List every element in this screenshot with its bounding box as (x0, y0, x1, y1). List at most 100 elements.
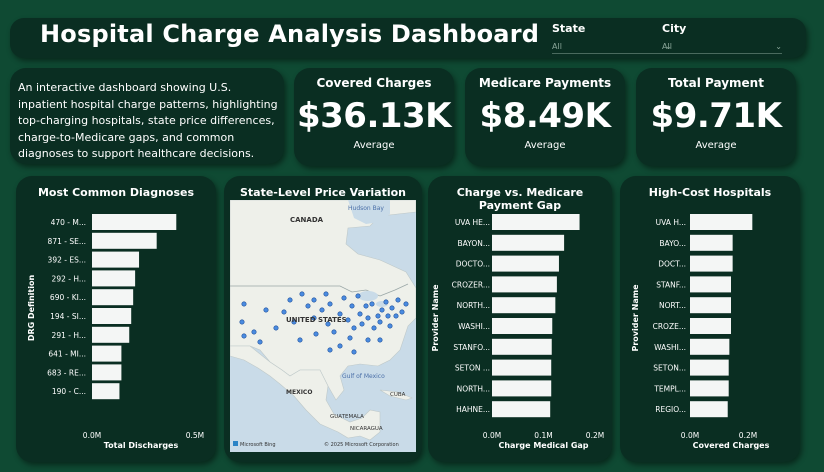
category-label: 291 - H... (52, 331, 86, 340)
chart-bar (492, 214, 580, 230)
map-location-dot (297, 337, 303, 343)
map-location-dot (371, 325, 377, 331)
chart-bar (92, 232, 157, 249)
kpi-title: Covered Charges (316, 76, 432, 90)
category-label: 392 - ES... (48, 256, 86, 265)
y-axis-title: DRG Definition (27, 275, 36, 342)
chart-bar (492, 338, 552, 355)
chart-bar (690, 255, 733, 272)
chart-bar (492, 380, 552, 397)
category-label: SETON... (653, 364, 686, 373)
category-label: STANFO... (453, 343, 490, 352)
chart-bar (92, 326, 130, 343)
kpi-subtitle: Average (524, 140, 566, 151)
category-label: 292 - H... (52, 274, 86, 283)
map-location-dot (257, 339, 263, 345)
x-axis-title: Total Discharges (104, 441, 179, 450)
map-label-hudson: Hudson Bay (348, 205, 384, 212)
map-location-dot (305, 303, 311, 309)
chart-bar (690, 380, 729, 397)
category-label: HAHNE... (456, 405, 490, 414)
map-border-us-canada (230, 283, 409, 297)
chart-bar (690, 214, 753, 230)
chart-bar (492, 234, 565, 251)
category-label: UVA H... (656, 218, 686, 227)
map-location-dot (357, 311, 363, 317)
category-label: 641 - MI... (48, 350, 86, 359)
category-label: 871 - SE... (48, 237, 86, 246)
kpi-value: $36.13K (296, 96, 452, 136)
map-location-dot (291, 319, 297, 325)
page-title: Hospital Charge Analysis Dashboard (40, 20, 540, 48)
diagnoses-bar-chart[interactable]: 470 - M... 871 - SE... 392 - ES... 292 - H.… (16, 176, 216, 462)
chart-bar (690, 359, 729, 376)
x-tick-label: 0.2M (586, 431, 604, 440)
chart-bar (92, 270, 136, 287)
x-tick-label: 0.0M (83, 431, 101, 440)
state-slicer[interactable]: State All ⌄ (552, 22, 672, 54)
map-location-dot (347, 335, 353, 341)
map-location-dot (363, 303, 369, 309)
chart-bar (92, 364, 122, 381)
map-location-dot (383, 299, 389, 305)
map-location-dot (377, 337, 383, 343)
map-label-nicaragua: NICARAGUA (350, 426, 383, 432)
state-slicer-label: State (552, 22, 586, 35)
city-slicer[interactable]: City All ⌄ (662, 22, 782, 54)
map-location-dot (337, 343, 343, 349)
diagnoses-chart-card: Most Common Diagnoses 470 - M... 871 - SE… (16, 176, 216, 462)
chart-bar (92, 308, 132, 324)
kpi-subtitle: Average (695, 140, 737, 151)
map-credit-bing: Microsoft Bing (240, 442, 276, 448)
gap-bar-chart[interactable]: UVA HE... BAYON... DOCTO... CROZER... NORTH.… (428, 176, 612, 462)
kpi-value: $8.49K (479, 96, 611, 136)
map-location-dot (311, 315, 317, 321)
description-card (10, 68, 284, 164)
map-label-canada: CANADA (290, 216, 324, 224)
chevron-down-icon: ⌄ (775, 41, 782, 51)
map-location-dot (365, 337, 371, 343)
map-location-dot (311, 297, 317, 303)
map-location-dot (393, 313, 399, 319)
category-label: WASHI... (458, 322, 490, 331)
chart-bar (92, 251, 140, 268)
map-location-dot (239, 319, 245, 325)
chart-title: State-Level Price Variation (239, 186, 407, 199)
map-label-cuba: CUBA (390, 392, 406, 398)
description-text: An interactive dashboard showing U.S. in… (18, 81, 278, 160)
chart-bar (92, 345, 122, 362)
x-tick-label: 0.1M (534, 431, 552, 440)
map-mexico-landmass (230, 345, 381, 441)
x-axis-title: Covered Charges (693, 441, 770, 450)
map-location-dot (355, 293, 361, 299)
high-cost-bar-chart[interactable]: UVA H... BAYO... DOCT... STANF... NORT... CRO… (620, 176, 800, 462)
map-location-dot (299, 291, 305, 297)
state-dropdown[interactable]: All ⌄ (552, 39, 672, 54)
chart-bar (492, 255, 559, 272)
map-location-dot (349, 303, 355, 309)
city-dropdown[interactable]: All ⌄ (662, 39, 782, 54)
category-label: 190 - C... (52, 387, 86, 396)
map-location-dot (369, 301, 375, 307)
map-location-dot (341, 295, 347, 301)
chart-bar (92, 383, 120, 400)
map-location-dot (323, 291, 329, 297)
map-location-dot (387, 323, 393, 329)
map-location-dot (327, 347, 333, 353)
state-price-map[interactable]: CANADA Hudson Bay UNITED STATES Gulf of … (230, 200, 416, 452)
map-location-dot (351, 325, 357, 331)
map-location-dot (377, 319, 383, 325)
map-location-dot (345, 317, 351, 323)
chart-bar (492, 401, 551, 418)
chart-title: Most Common Diagnoses (37, 186, 195, 199)
category-label: NORTH... (457, 301, 490, 310)
category-label: TEMPL... (653, 384, 686, 393)
category-label: WASHI... (654, 343, 686, 352)
map-cuba (379, 389, 413, 401)
map-location-dot (273, 325, 279, 331)
kpi-title: Medicare Payments (478, 76, 612, 90)
bing-logo-icon (233, 441, 238, 446)
map-label-us: UNITED STATES (286, 316, 347, 324)
map-location-dots[interactable] (239, 291, 409, 355)
category-label: SETON ... (455, 364, 490, 373)
